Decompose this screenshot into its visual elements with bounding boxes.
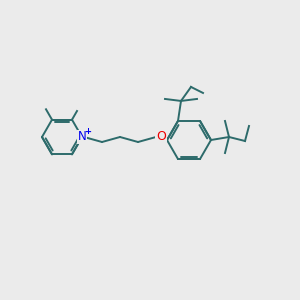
Text: O: O xyxy=(156,130,166,143)
Text: N: N xyxy=(78,130,86,143)
Text: +: + xyxy=(85,127,92,136)
